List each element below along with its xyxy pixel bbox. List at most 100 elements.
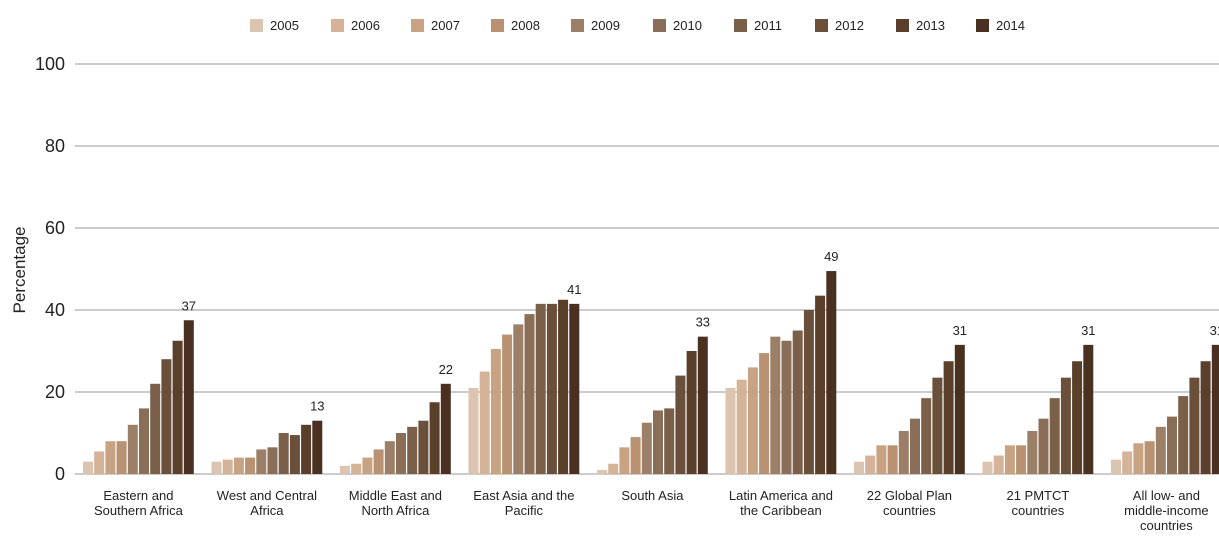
- bar: [1039, 419, 1049, 474]
- legend-label: 2013: [916, 18, 945, 33]
- bar: [525, 314, 535, 474]
- legend-label: 2005: [270, 18, 299, 33]
- bar: [1005, 445, 1015, 474]
- legend-swatch: [815, 19, 828, 32]
- bar: [547, 304, 557, 474]
- bar: [491, 349, 501, 474]
- bar: [865, 456, 875, 474]
- data-label: 31: [1081, 323, 1095, 338]
- bar: [854, 462, 864, 474]
- bar: [1016, 445, 1026, 474]
- bar: [1072, 361, 1082, 474]
- bar: [340, 466, 350, 474]
- data-label: 13: [310, 399, 324, 414]
- legend-swatch: [331, 19, 344, 32]
- bar: [888, 445, 898, 474]
- bar: [502, 335, 512, 474]
- bar: [1111, 460, 1121, 474]
- bar: [290, 435, 300, 474]
- bar: [726, 388, 736, 474]
- bar: [1027, 431, 1037, 474]
- bar: [737, 380, 747, 474]
- category-labels: Eastern and Southern Africa West and Centr…: [94, 488, 1209, 533]
- bar: [441, 384, 451, 474]
- bar: [279, 433, 289, 474]
- bar: [569, 304, 579, 474]
- bar: [1133, 443, 1143, 474]
- bar: [1201, 361, 1211, 474]
- bar: [748, 367, 758, 474]
- bar-group: [340, 384, 451, 474]
- bar: [83, 462, 93, 474]
- bar: [161, 359, 171, 474]
- legend: 2005 2006 2007 2008 2009 2010 2011 2012 2013 2014: [250, 18, 1025, 33]
- bar: [597, 470, 607, 474]
- bar: [173, 341, 183, 474]
- bar: [396, 433, 406, 474]
- data-label: 33: [696, 315, 710, 330]
- bar: [223, 460, 233, 474]
- data-label: 37: [182, 298, 196, 313]
- bar: [374, 449, 384, 474]
- legend-label: 2012: [835, 18, 864, 33]
- bar-group: [597, 337, 708, 474]
- bar: [1050, 398, 1060, 474]
- bar: [642, 423, 652, 474]
- bar: [876, 445, 886, 474]
- bar-group: [854, 345, 965, 474]
- bar: [513, 324, 523, 474]
- legend-swatch: [896, 19, 909, 32]
- bar: [212, 462, 222, 474]
- bar: [910, 419, 920, 474]
- bar: [1212, 345, 1219, 474]
- legend-item: 2009: [571, 18, 620, 33]
- bar: [664, 408, 674, 474]
- legend-swatch: [571, 19, 584, 32]
- legend-swatch: [491, 19, 504, 32]
- gridlines: [75, 64, 1219, 474]
- bar-group: [983, 345, 1094, 474]
- bar: [921, 398, 931, 474]
- bar: [793, 331, 803, 475]
- bar: [256, 449, 266, 474]
- bar: [234, 458, 244, 474]
- y-tick-label: 20: [45, 382, 65, 402]
- bar: [675, 376, 685, 474]
- bar: [815, 296, 825, 474]
- bar: [1178, 396, 1188, 474]
- bar-group: [1111, 345, 1219, 474]
- bar: [994, 456, 1004, 474]
- legend-item: 2012: [815, 18, 864, 33]
- bar: [1061, 378, 1071, 474]
- bar: [782, 341, 792, 474]
- bar: [418, 421, 428, 474]
- bar-group: [469, 300, 580, 474]
- legend-swatch: [734, 19, 747, 32]
- data-label: 41: [567, 282, 581, 297]
- bar-group: [726, 271, 837, 474]
- bar: [245, 458, 255, 474]
- bar: [362, 458, 372, 474]
- legend-label: 2010: [673, 18, 702, 33]
- bar: [1167, 417, 1177, 474]
- bar: [536, 304, 546, 474]
- bar: [983, 462, 993, 474]
- y-axis-ticks: 0 20 40 60 80 100: [35, 54, 65, 484]
- bar: [631, 437, 641, 474]
- y-tick-label: 0: [55, 464, 65, 484]
- legend-swatch: [653, 19, 666, 32]
- bar: [117, 441, 127, 474]
- legend-label: 2009: [591, 18, 620, 33]
- data-label: 31: [953, 323, 967, 338]
- category-label: Eastern and Southern Africa: [94, 488, 184, 518]
- legend-item: 2007: [411, 18, 460, 33]
- bar: [469, 388, 479, 474]
- bar: [385, 441, 395, 474]
- bar: [268, 447, 278, 474]
- data-label: 22: [439, 362, 453, 377]
- category-label: Latin America and the Caribbean: [729, 488, 833, 518]
- bar: [653, 410, 663, 474]
- y-axis-title: Percentage: [10, 227, 29, 314]
- bar: [1189, 378, 1199, 474]
